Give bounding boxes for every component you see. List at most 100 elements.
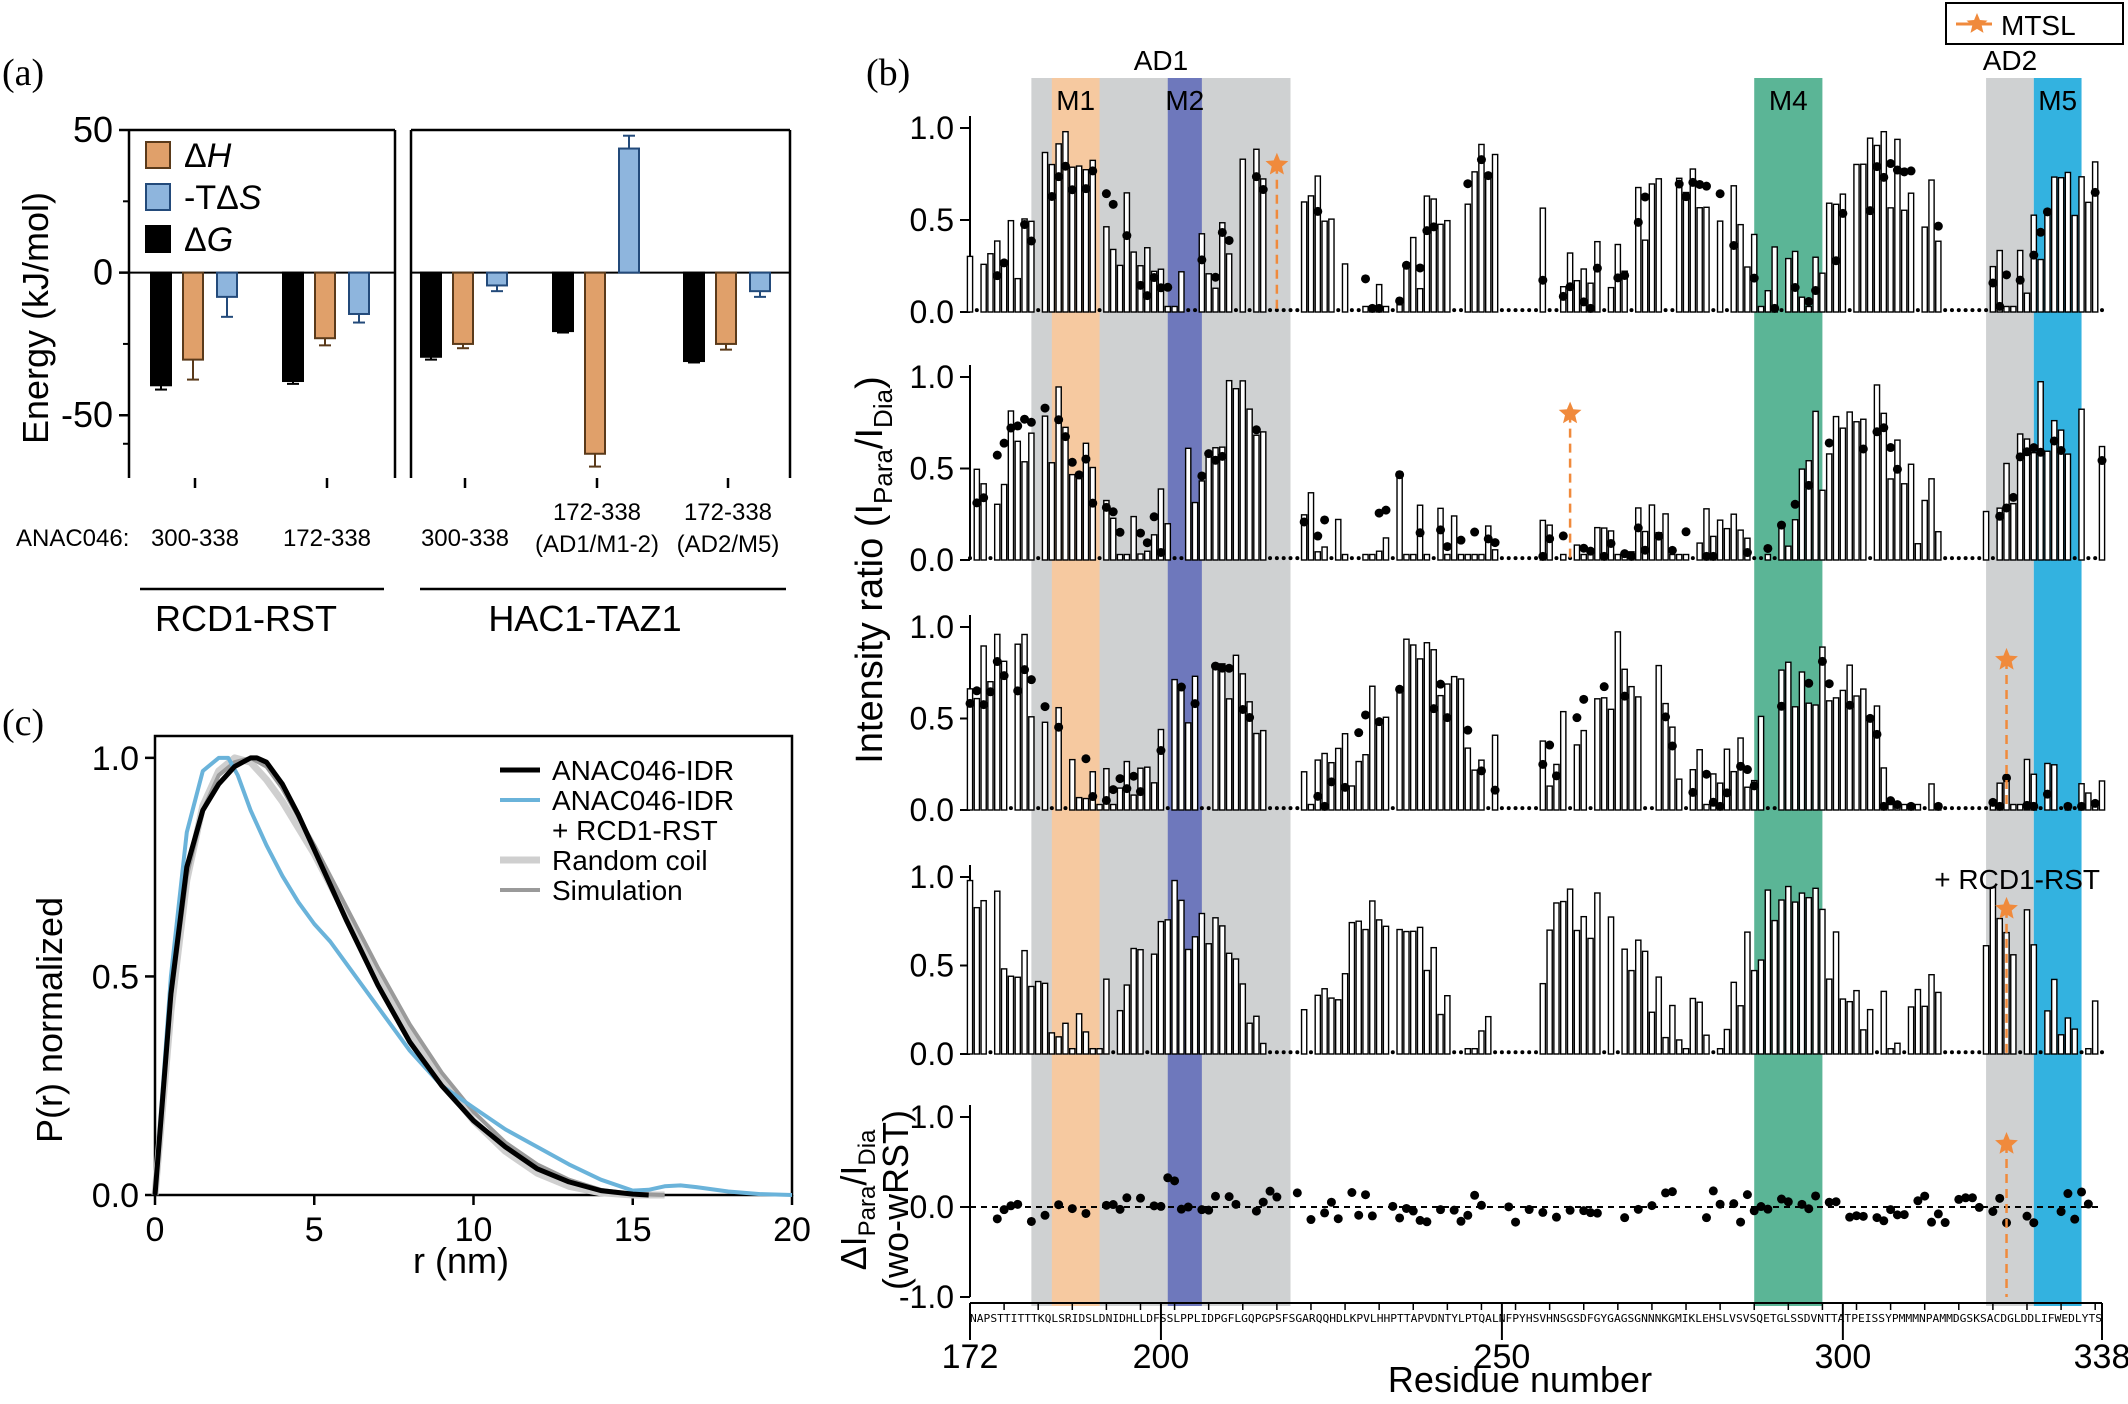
ratio-bar	[1355, 760, 1362, 811]
ratio-bar	[1491, 734, 1499, 811]
ratio-bar	[1621, 668, 1628, 811]
ratio-point	[1456, 535, 1466, 545]
ratio-bar	[1839, 689, 1847, 811]
ratio-bar	[1403, 553, 1410, 561]
ratio-bar	[1000, 265, 1008, 313]
ratio-bar	[1116, 1009, 1124, 1055]
delta-point	[1354, 1210, 1364, 1220]
ratio-point	[1892, 165, 1902, 175]
ratio-bar	[1028, 985, 1035, 1055]
panel-c-ylabel: P(r) normalized	[29, 897, 70, 1143]
ratio-bar	[1416, 926, 1424, 1055]
legend-label-pr_rst: + RCD1-RST	[552, 815, 718, 846]
ratio-bar	[2030, 944, 2038, 1055]
delta-point	[1463, 1210, 1473, 1220]
baseline-dot	[1349, 556, 1354, 561]
ratio-point	[1613, 273, 1623, 283]
ratio-point	[1824, 438, 1834, 448]
ratio-bar	[1614, 631, 1622, 811]
legend-label-pr_rst: ANAC046-IDR	[552, 785, 734, 816]
ratio-bar	[1089, 771, 1097, 811]
ratio-bar	[1055, 1036, 1062, 1055]
delta-point	[1551, 1212, 1561, 1222]
category-label: 172-338	[684, 499, 772, 526]
ratio-bar	[1641, 239, 1649, 313]
ratio-bar	[1089, 159, 1097, 313]
ratio-point	[1681, 527, 1691, 537]
baseline-dot	[1663, 308, 1668, 313]
baseline-dot	[1949, 806, 1954, 811]
ratio-point	[1654, 531, 1664, 541]
ratio-point	[1006, 423, 1016, 433]
ratio-bar	[1580, 729, 1588, 811]
ratio-bar	[1348, 921, 1356, 1055]
ratio-point	[1129, 771, 1139, 781]
ratio-bar	[1369, 685, 1376, 811]
ratio-point	[2002, 773, 2012, 783]
ratio-point	[1163, 282, 1173, 292]
ratio-bar	[1191, 675, 1199, 811]
ratio-bar	[1034, 980, 1042, 1055]
ratio-bar	[1655, 178, 1663, 313]
ratio-point	[1088, 498, 1098, 508]
ratio-point	[1115, 774, 1125, 784]
ratio-bar	[1730, 513, 1738, 561]
ratio-point	[1210, 661, 1220, 671]
subplot-y-tick-label: 0.5	[910, 451, 954, 487]
ratio-bar	[1553, 763, 1560, 811]
legend-label-TdS: -TΔS	[184, 179, 262, 217]
ratio-point	[1224, 235, 1234, 245]
baseline-dot	[1970, 556, 1975, 561]
baseline-dot	[1281, 806, 1286, 811]
ratio-point	[1476, 155, 1486, 165]
y-tick-label: -50	[61, 394, 113, 435]
ratio-bar	[1853, 695, 1860, 811]
ratio-bar	[1887, 803, 1894, 811]
ratio-bar	[1075, 796, 1083, 811]
ratio-bar	[1253, 148, 1260, 313]
delta-point	[1326, 1197, 1336, 1207]
ratio-bar	[1750, 233, 1758, 313]
ratio-point	[1742, 548, 1752, 558]
bar-TdS	[216, 271, 238, 298]
ratio-bar	[1396, 688, 1403, 811]
baseline-dot	[1499, 1050, 1504, 1055]
delta-point	[1388, 1201, 1398, 1211]
ratio-point	[2036, 227, 2046, 237]
delta-point	[1701, 1213, 1711, 1223]
ratio-bar	[1014, 440, 1022, 561]
baseline-dot	[1390, 308, 1395, 313]
ratio-bar	[2010, 803, 2017, 811]
baseline-dot	[1165, 806, 1170, 811]
baseline-dot	[1356, 556, 1361, 561]
ratio-bar	[1819, 908, 1826, 1055]
ratio-point	[1708, 551, 1718, 561]
subplot-y-tick-label: 0.0	[910, 542, 954, 578]
baseline-dot	[1534, 806, 1538, 811]
ratio-bar	[1055, 143, 1062, 313]
ratio-bar	[1696, 1001, 1703, 1055]
subplot-y-tick-label: 0.5	[910, 701, 954, 737]
category-label: 172-338	[283, 525, 371, 552]
ratio-bar	[1764, 889, 1772, 1055]
baseline-dot	[1281, 308, 1286, 313]
ratio-bar	[1178, 899, 1185, 1055]
baseline-dot	[1847, 308, 1852, 313]
delta-point	[1156, 1201, 1166, 1211]
ratio-point	[1395, 470, 1405, 480]
ratio-bar	[1730, 981, 1738, 1055]
delta-point	[1988, 1206, 1998, 1216]
ratio-bar	[987, 681, 994, 811]
ratio-point	[1190, 699, 1200, 709]
ratio-bar	[1355, 920, 1362, 1055]
ratio-bar	[1785, 661, 1792, 811]
delta-point	[1115, 1204, 1125, 1214]
ratio-point	[1101, 189, 1111, 199]
ratio-bar	[1437, 223, 1444, 313]
delta-point	[2022, 1211, 2032, 1221]
y-tick-label: 0.5	[92, 958, 139, 996]
baseline-dot	[1527, 806, 1532, 811]
baseline-dot	[1615, 1050, 1620, 1055]
ratio-bar	[1444, 995, 1451, 1055]
